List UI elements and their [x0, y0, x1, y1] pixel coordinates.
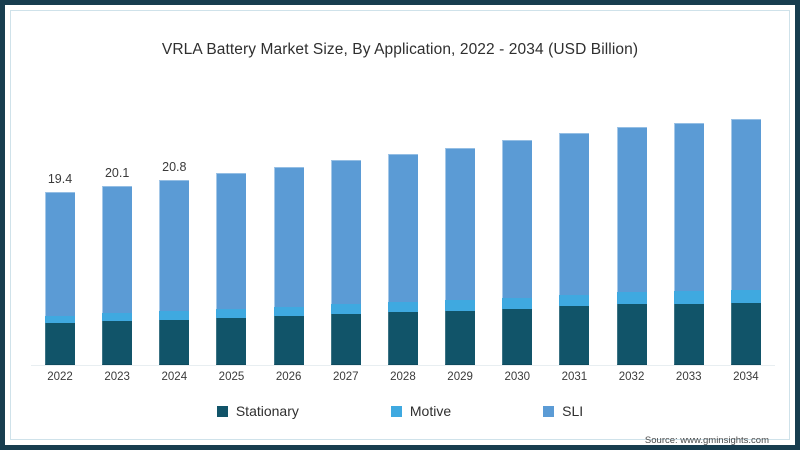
bar-segment-stationary[interactable]: [616, 304, 647, 365]
bar-column[interactable]: 20.8: [155, 73, 193, 365]
bar-segment-sli[interactable]: [445, 147, 476, 300]
bar-segment-sli[interactable]: [330, 160, 361, 305]
bar-column[interactable]: [212, 73, 250, 365]
bar-segment-motive[interactable]: [45, 315, 75, 324]
bar-value-label: 20.1: [104, 165, 130, 180]
bar-stack[interactable]: [502, 140, 533, 365]
bar-segment-motive[interactable]: [445, 299, 476, 311]
bar-stack[interactable]: [159, 179, 190, 365]
bar-segment-sli[interactable]: [616, 127, 647, 293]
bar-segment-motive[interactable]: [730, 289, 761, 303]
bar-segment-motive[interactable]: [502, 297, 533, 309]
x-axis-tick-label: 2023: [104, 371, 130, 383]
x-axis-tick-label: 2028: [390, 371, 416, 383]
plot-area: 19.4 20.1 20.8: [31, 73, 775, 365]
bar-stack[interactable]: [45, 192, 75, 365]
bar-segment-sli[interactable]: [387, 153, 418, 303]
legend-item-motive[interactable]: Motive: [390, 403, 452, 419]
legend-swatch-icon: [216, 405, 228, 417]
bar-stack[interactable]: [445, 147, 476, 365]
x-axis-tick-label: 2029: [447, 371, 473, 383]
bar-segment-stationary[interactable]: [445, 310, 476, 365]
bar-stack[interactable]: [216, 173, 247, 365]
bar-column[interactable]: 20.1: [98, 73, 136, 365]
bar-segment-motive[interactable]: [559, 294, 590, 307]
bar-column[interactable]: [727, 73, 765, 365]
bar-segment-motive[interactable]: [216, 308, 247, 318]
bar-segment-stationary[interactable]: [330, 314, 361, 365]
chart-canvas: VRLA Battery Market Size, By Application…: [11, 11, 789, 446]
bar-segment-stationary[interactable]: [387, 312, 418, 365]
bar-column[interactable]: [441, 73, 479, 365]
source-caption: Source: www.gminsights.com: [644, 435, 769, 446]
x-axis-tick-label: 2022: [47, 371, 73, 383]
bar-segment-motive[interactable]: [159, 311, 190, 320]
bar-segment-stationary[interactable]: [45, 323, 75, 365]
bar-segment-sli[interactable]: [559, 133, 590, 295]
bar-stack[interactable]: [559, 133, 590, 365]
bar-column[interactable]: [613, 73, 651, 365]
bar-segment-motive[interactable]: [273, 306, 304, 316]
x-axis-tick-label: 2030: [504, 371, 531, 383]
x-axis-tick-label: 2027: [332, 371, 359, 383]
x-axis-line: [31, 365, 775, 366]
bar-stack[interactable]: [102, 185, 133, 365]
chart-title: VRLA Battery Market Size, By Application…: [161, 41, 639, 58]
x-axis-tick-label: 2034: [733, 371, 759, 383]
bar-stack[interactable]: [616, 127, 647, 365]
bar-segment-motive[interactable]: [387, 302, 418, 313]
bar-segment-sli[interactable]: [273, 167, 304, 307]
bar-segment-sli[interactable]: [45, 192, 75, 316]
bar-group: 19.4 20.1 20.8: [31, 73, 775, 365]
bar-segment-sli[interactable]: [159, 179, 190, 312]
bar-value-label: 19.4: [47, 172, 73, 187]
bar-stack[interactable]: [273, 167, 304, 365]
bar-segment-stationary[interactable]: [102, 321, 133, 365]
bar-segment-stationary[interactable]: [159, 319, 190, 365]
x-axis-tick-label: 2025: [218, 371, 245, 383]
bar-segment-stationary[interactable]: [730, 302, 761, 365]
bar-segment-sli[interactable]: [216, 173, 247, 309]
bar-column[interactable]: [270, 73, 308, 365]
bar-segment-sli[interactable]: [102, 185, 133, 314]
bar-segment-motive[interactable]: [616, 292, 647, 305]
bar-column[interactable]: [498, 73, 536, 365]
bar-column[interactable]: [327, 73, 365, 365]
bar-column[interactable]: [670, 73, 708, 365]
x-axis-labels: 2022 2023 2024 2025 2026 2027 2028 2029 2030 2031…: [31, 371, 775, 383]
bar-segment-sli[interactable]: [673, 122, 704, 292]
x-axis-tick-label: 2031: [561, 371, 588, 383]
bar-segment-stationary[interactable]: [502, 308, 533, 365]
bar-column[interactable]: 19.4: [41, 73, 79, 365]
chart-legend: Stationary Motive SLI: [11, 403, 789, 419]
bar-segment-sli[interactable]: [730, 119, 761, 290]
legend-swatch-icon: [390, 405, 402, 417]
x-axis-tick-label: 2026: [275, 371, 302, 383]
bar-stack[interactable]: [673, 122, 704, 365]
bar-value-label: 20.8: [162, 159, 187, 174]
legend-label: SLI: [562, 403, 584, 419]
bar-segment-stationary[interactable]: [673, 303, 704, 365]
bar-stack[interactable]: [330, 160, 361, 365]
bar-stack[interactable]: [387, 153, 418, 365]
x-axis-tick-label: 2024: [161, 371, 188, 383]
legend-swatch-icon: [543, 405, 555, 417]
bar-segment-motive[interactable]: [330, 304, 361, 315]
x-axis-tick-label: 2033: [675, 371, 702, 383]
bar-segment-stationary[interactable]: [216, 317, 247, 365]
legend-label: Stationary: [235, 403, 299, 419]
bar-stack[interactable]: [730, 119, 761, 365]
legend-label: Motive: [409, 403, 452, 419]
bar-column[interactable]: [555, 73, 593, 365]
bar-segment-motive[interactable]: [102, 313, 133, 322]
bar-column[interactable]: [384, 73, 422, 365]
bar-segment-motive[interactable]: [673, 291, 704, 304]
bar-segment-sli[interactable]: [502, 140, 533, 298]
bar-segment-stationary[interactable]: [559, 306, 590, 365]
legend-item-stationary[interactable]: Stationary: [216, 403, 299, 419]
legend-item-sli[interactable]: SLI: [543, 403, 583, 419]
x-axis-tick-label: 2032: [618, 371, 645, 383]
bar-segment-stationary[interactable]: [273, 315, 304, 365]
